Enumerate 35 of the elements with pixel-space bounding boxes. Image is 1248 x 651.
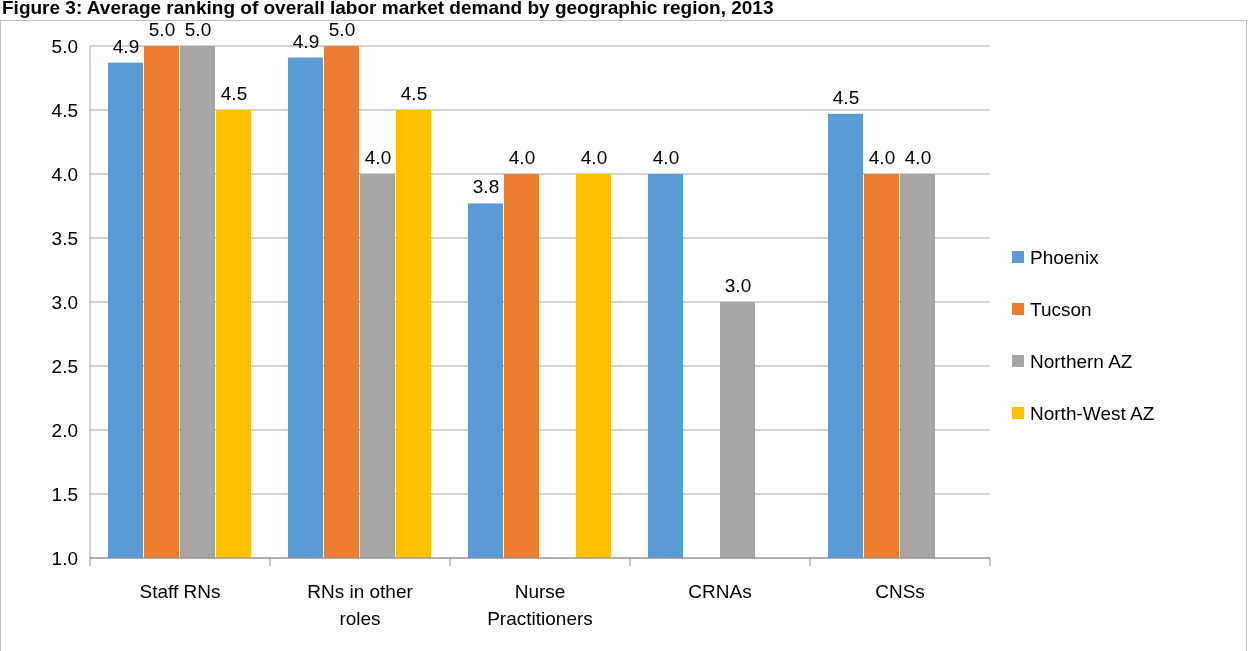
data-label: 5.0 (328, 19, 356, 40)
chart-title: Figure 3: Average ranking of overall labor market demand by geographic region, 2013 (2, 0, 774, 18)
y-tick-label: 4.5 (51, 99, 78, 121)
data-label: 4.0 (652, 147, 680, 168)
data-label: 5.0 (148, 19, 176, 40)
x-tick-label: CNSs (875, 581, 925, 602)
data-label: 4.0 (904, 147, 932, 168)
data-label: 4.9 (292, 30, 320, 52)
x-tick-label: Staff RNs (139, 581, 221, 602)
data-label: 4.9 (112, 35, 140, 57)
legend-label: Tucson (1030, 298, 1092, 320)
y-tick-label: 4.0 (51, 163, 78, 185)
legend-label: Northern AZ (1030, 350, 1133, 372)
data-label: 4.5 (832, 86, 860, 108)
legend-label: Phoenix (1030, 246, 1100, 268)
y-tick-label: 1.0 (51, 547, 78, 569)
y-tick-label: 2.0 (51, 419, 78, 441)
y-tick-label: 3.5 (51, 227, 78, 249)
y-tick-label: 3.0 (51, 291, 78, 313)
x-tick-label: RNs in other roles (307, 581, 414, 629)
y-tick-label: 1.5 (51, 483, 78, 505)
y-tick-label: 5.0 (51, 35, 78, 57)
data-label: 4.0 (868, 147, 896, 168)
x-tick-label: Nurse Practitioners (487, 581, 593, 629)
data-label: 5.0 (184, 19, 212, 40)
data-label: 4.0 (580, 147, 608, 168)
legend-label: North-West AZ (1030, 402, 1155, 424)
data-label: 4.0 (364, 147, 392, 168)
data-label: 4.5 (220, 83, 248, 104)
x-tick-label: CRNAs (688, 581, 752, 602)
data-label: 4.0 (508, 147, 536, 168)
data-label: 3.0 (724, 275, 752, 296)
data-label: 4.5 (400, 83, 428, 104)
y-tick-label: 2.5 (51, 355, 78, 377)
data-label: 3.8 (472, 176, 500, 198)
